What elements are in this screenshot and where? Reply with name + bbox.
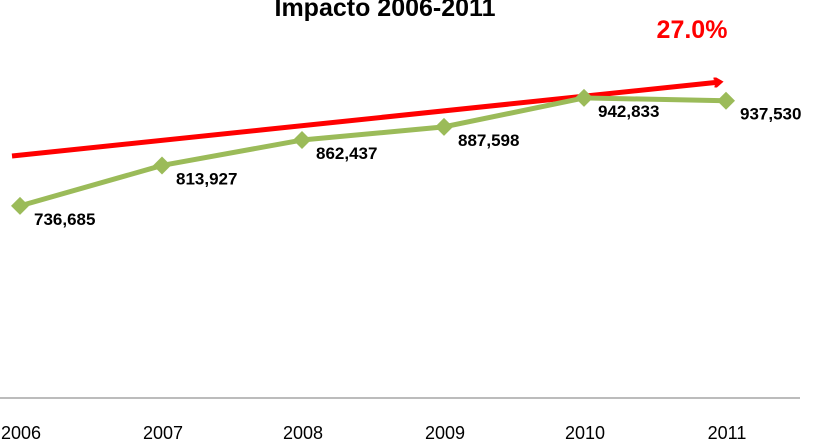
chart-title: Impacto 2006-2011 [275,0,496,22]
data-label: 937,530 [740,105,801,124]
data-point-marker [435,117,453,136]
data-label: 942,833 [598,102,659,121]
data-point-marker [575,88,593,107]
x-axis-ticks: 2006 2007 2008 2009 2010 2011 [1,423,746,443]
series-line [19,95,727,209]
series-layer [11,88,735,215]
data-point-marker [293,131,311,150]
data-point-marker [717,91,735,110]
x-tick-label: 2007 [143,423,183,443]
x-tick-label: 2006 [1,423,41,443]
growth-percentage-label: 27.0% [657,16,728,44]
data-point-marker [11,196,29,215]
x-tick-label: 2010 [565,423,605,443]
data-point-marker [153,156,171,175]
data-label: 813,927 [176,169,237,188]
x-tick-label: 2008 [283,423,323,443]
data-label: 736,685 [34,210,95,229]
data-label: 862,437 [316,144,377,163]
x-tick-label: 2009 [425,423,465,443]
x-tick-label: 2011 [708,423,747,443]
data-labels: 736,685 813,927 862,437 887,598 942,833 937,5… [34,102,801,229]
trend-arrow [11,82,720,159]
data-label: 887,598 [458,131,519,150]
